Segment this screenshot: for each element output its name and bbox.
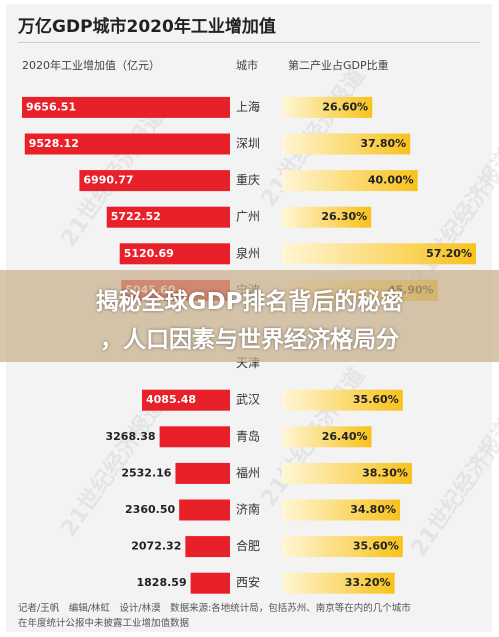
share-label: 34.80% [350,503,396,516]
city-label: 济南 [236,502,260,517]
value-bar [179,499,230,521]
share-column-header: 第二产业占GDP比重 [288,59,389,72]
value-label: 5120.69 [124,247,174,260]
value-label: 4085.48 [146,393,196,406]
city-label: 深圳 [236,137,260,151]
city-label: 重庆 [236,173,260,187]
value-label: 2532.16 [121,466,171,479]
share-label: 40.00% [368,174,414,187]
share-label: 26.60% [322,100,368,113]
share-bar [282,426,372,448]
share-label: 35.60% [353,540,399,553]
value-label: 3268.38 [105,430,155,443]
title-divider [18,42,480,43]
value-label: 2072.32 [131,540,181,553]
city-label: 青岛 [236,428,260,443]
value-label: 9528.12 [29,137,79,150]
value-label: 6990.77 [83,174,133,187]
footer-credits: 记者/王帆 编辑/林虹 设计/林漠 数据来源:各地统计局，包括苏州、南京等在内的… [18,603,411,614]
share-label: 33.20% [345,576,391,589]
share-bar [282,572,395,594]
city-label: 西安 [236,575,260,590]
banner-line-1: 揭秘全球GDP排名背后的秘密 [95,289,404,315]
share-label: 35.60% [353,393,399,406]
city-label: 广州 [236,210,260,224]
share-label: 38.30% [362,466,408,479]
share-label: 37.80% [360,137,406,150]
share-bar [282,389,403,411]
share-label: 26.40% [322,430,368,443]
city-column-header: 城市 [236,59,258,72]
share-bar [282,96,373,118]
page-title: 万亿GDP城市2020年工业增加值 [18,17,276,37]
overlay-banner [0,270,499,362]
value-bar [24,133,231,155]
value-bar [141,389,230,411]
value-bar [185,536,230,558]
value-bar [119,243,230,265]
share-label: 26.30% [321,210,367,223]
value-bar [190,572,230,594]
share-label: 57.20% [426,247,472,260]
share-bar [282,206,372,228]
share-bar [282,499,401,521]
value-label: 1828.59 [137,576,187,589]
share-bar [282,170,418,192]
value-column-header: 2020年工业增加值（亿元） [22,59,160,72]
share-bar [282,243,476,265]
value-bar [106,206,230,228]
city-label: 上海 [236,99,260,114]
share-bar [282,462,412,484]
value-label: 5722.52 [111,210,161,223]
value-label: 2360.50 [125,503,175,516]
city-label: 武汉 [236,393,260,407]
share-bar [282,133,411,155]
share-bar [282,536,403,558]
value-bar [175,462,230,484]
footer-note: 在年度统计公报中未披露工业增加值数据 [18,618,190,629]
value-bar [159,426,230,448]
city-label: 泉州 [236,246,260,260]
city-label: 福州 [236,465,260,480]
banner-line-2: ，人口因素与世界经济格局分 [100,327,399,353]
value-bar [22,96,230,118]
value-label: 9656.51 [26,100,76,113]
value-bar [79,170,230,192]
city-label: 合肥 [236,538,260,553]
